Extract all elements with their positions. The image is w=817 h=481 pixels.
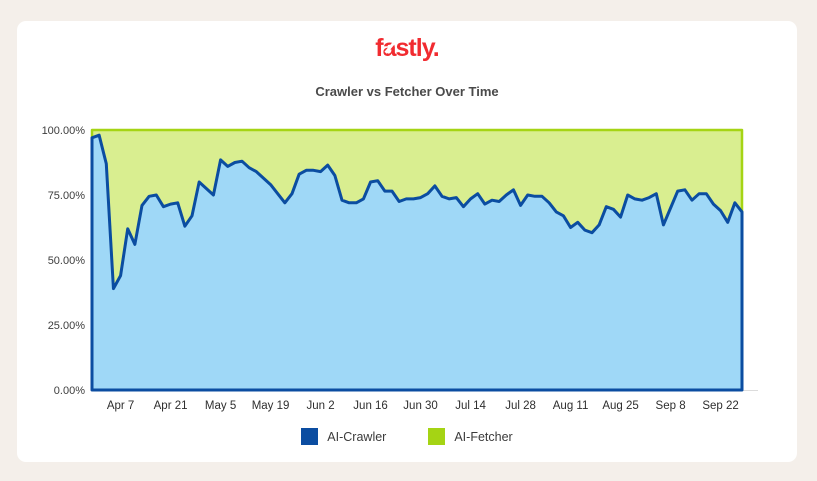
logo-a-slash-icon xyxy=(384,42,395,54)
fastly-logo-text: fastly. xyxy=(375,34,439,62)
x-axis-tick-label: Aug 11 xyxy=(553,400,589,412)
chart-legend: AI-Crawler AI-Fetcher xyxy=(17,428,797,445)
legend-item-ai-crawler[interactable]: AI-Crawler xyxy=(301,428,386,445)
x-axis-tick-label: Jun 2 xyxy=(307,400,335,412)
y-axis-tick-label: 100.00% xyxy=(42,125,86,137)
x-axis-tick-label: Jun 30 xyxy=(403,400,438,412)
x-axis-tick-label: May 19 xyxy=(252,400,290,412)
stacked-area-chart[interactable]: 100.00% 75.00% 50.00% 25.00% 0.00% Apr 7 Apr 2… xyxy=(30,118,775,420)
legend-item-ai-fetcher[interactable]: AI-Fetcher xyxy=(428,428,513,445)
chart-title: Crawler vs Fetcher Over Time xyxy=(315,84,499,99)
x-axis-tick-label: May 5 xyxy=(205,400,236,412)
x-axis-tick-label: Apr 7 xyxy=(107,400,135,412)
chart-card: fastly. Crawler vs Fetcher Over Time 100… xyxy=(17,21,797,462)
legend-label-ai-fetcher: AI-Fetcher xyxy=(454,429,513,444)
ai-crawler-area xyxy=(90,133,744,392)
legend-label-ai-crawler: AI-Crawler xyxy=(327,429,387,444)
ai-crawler-swatch-icon xyxy=(301,428,319,445)
y-axis-tick-label: 50.00% xyxy=(48,255,86,267)
y-axis-tick-label: 0.00% xyxy=(54,385,85,397)
fastly-logo: fastly. xyxy=(17,34,797,63)
chart-canvas[interactable]: 100.00% 75.00% 50.00% 25.00% 0.00% Apr 7 Apr 2… xyxy=(30,118,775,420)
x-axis-tick-label: Apr 21 xyxy=(154,400,188,412)
x-axis-tick-label: Sep 8 xyxy=(656,400,686,412)
y-axis-tick-label: 25.00% xyxy=(48,320,86,332)
x-axis-tick-label: Sep 22 xyxy=(702,400,738,412)
x-axis-tick-label: Aug 25 xyxy=(602,400,638,412)
ai-fetcher-swatch-icon xyxy=(428,428,446,445)
y-axis-tick-label: 75.00% xyxy=(48,190,86,202)
x-axis-tick-label: Jul 14 xyxy=(455,400,486,412)
x-axis-tick-label: Jun 16 xyxy=(353,400,388,412)
x-axis-tick-label: Jul 28 xyxy=(505,400,536,412)
